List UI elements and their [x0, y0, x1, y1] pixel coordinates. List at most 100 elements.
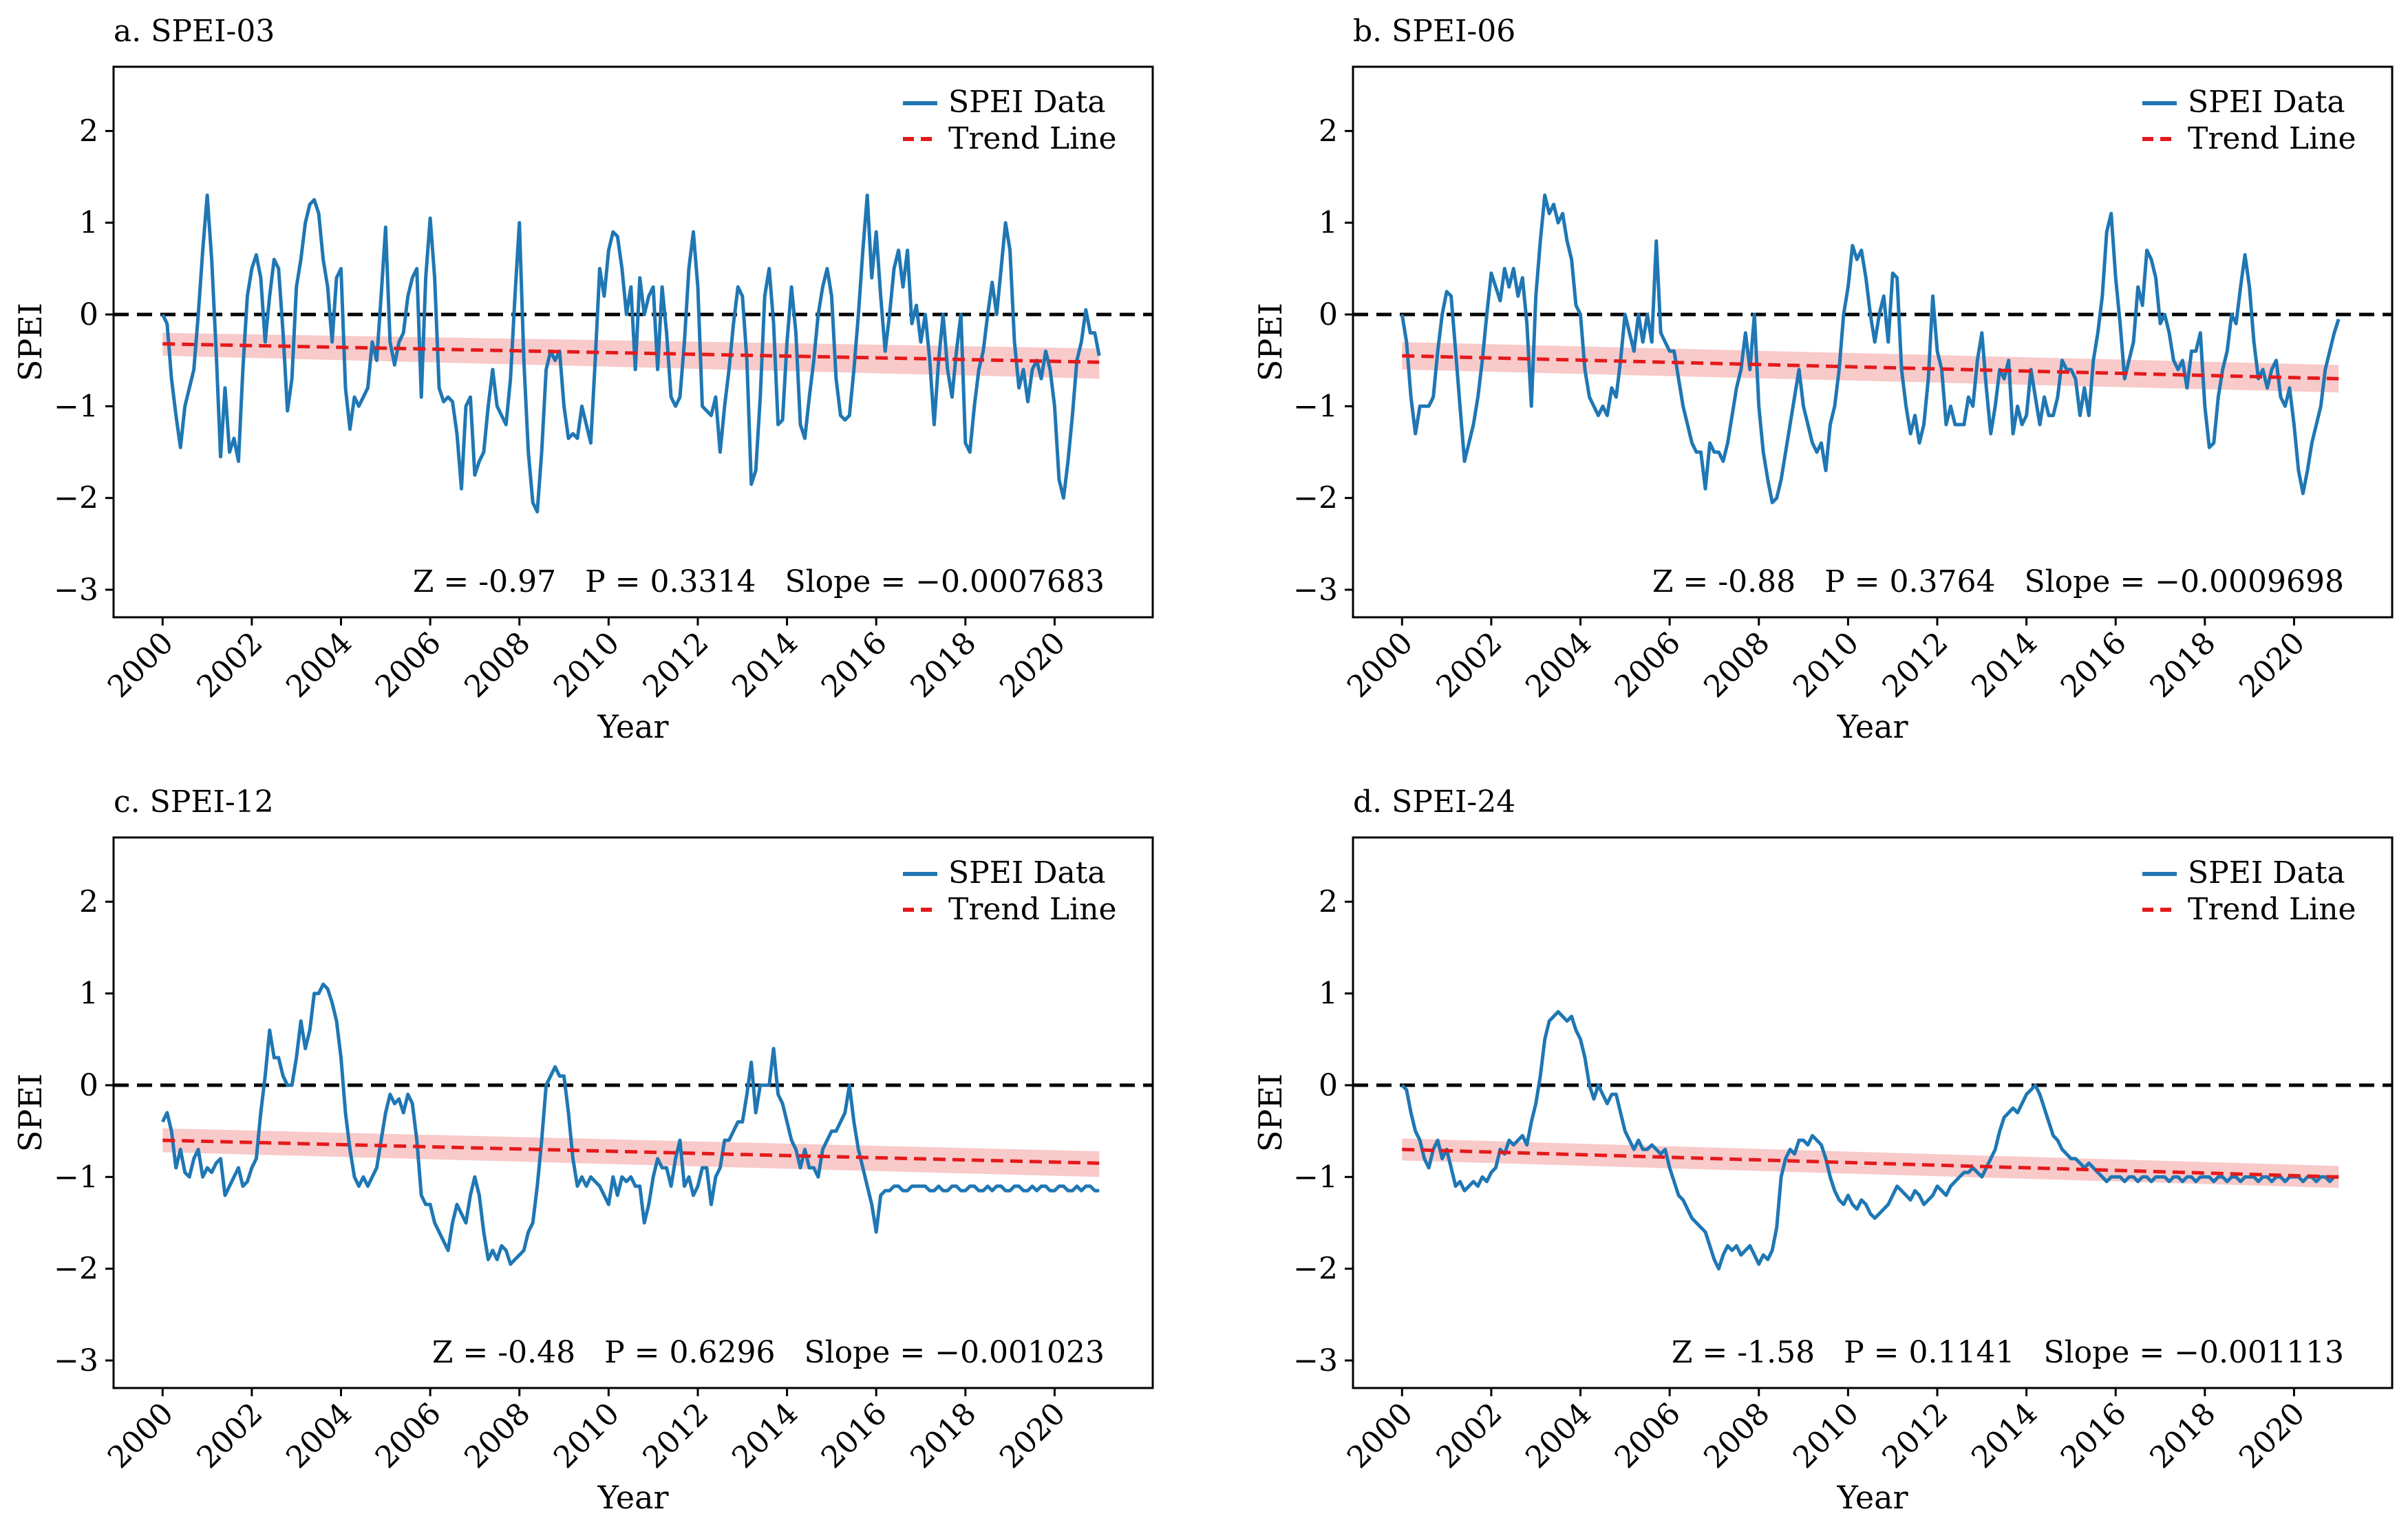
panel-b-y-axis-label: SPEI [1252, 303, 1289, 381]
panel-a-trend-line [162, 342, 1100, 364]
panel-b-frame [1352, 65, 2394, 619]
panel-a-ytick-label: −1 [54, 389, 98, 424]
panel-c-ytick-label: 0 [79, 1068, 98, 1103]
panel-a-xtick-label: 2004 [279, 626, 359, 705]
panel-a-xtick-label: 2002 [190, 626, 269, 705]
panel-d-stat-p: P = 0.1141 [1844, 1335, 2014, 1370]
panel-a-xtick-label: 2008 [458, 626, 537, 705]
panel-c-stats: Z = -0.48 P = 0.6296 Slope = −0.001023 [432, 1335, 1105, 1370]
panel-a-y-ticks: −3 −2 −1 0 1 2 [54, 114, 114, 608]
panel-c-ytick-label: 2 [79, 884, 98, 919]
panel-a-xtick-label: 2012 [637, 626, 716, 705]
panel-d-trend-series [1402, 1147, 2339, 1179]
panel-b-xtick-label: 2000 [1341, 626, 1420, 705]
panel-d-legend: SPEI Data Trend Line [2142, 855, 2356, 927]
panel-d-xtick-label: 2018 [2143, 1396, 2222, 1475]
panel-b-x-axis-label: Year [1836, 708, 1908, 745]
panel-b-ytick-label: 2 [1319, 114, 1338, 149]
panel-a-xtick-label: 2016 [815, 626, 894, 705]
panel-c-stat-slope: Slope = −0.001023 [804, 1335, 1105, 1370]
panel-d-x-axis-label: Year [1836, 1479, 1908, 1516]
panel-d-ytick-label: −3 [1293, 1343, 1338, 1378]
panel-d-ytick-label: −2 [1293, 1252, 1338, 1287]
panel-b-x-ticks: 2000 2002 2004 2006 2008 2010 2012 2014 2016 2018… [1341, 617, 2312, 705]
panel-b-stat-z: Z = -0.88 [1652, 564, 1796, 599]
panel-d-xtick-label: 2004 [1519, 1396, 1598, 1475]
panel-a-confidence-band [162, 332, 1100, 379]
panel-b-stats: Z = -0.88 P = 0.3764 Slope = −0.0009698 [1652, 564, 2344, 599]
panel-d-ytick-label: 2 [1319, 884, 1338, 919]
panel-a-spei-series [161, 193, 1101, 514]
panel-d-y-ticks: −3 −2 −1 0 1 2 [1293, 884, 1353, 1378]
panel-b-xtick-label: 2018 [2143, 626, 2222, 705]
panel-c-legend-trend-label: Trend Line [948, 892, 1117, 927]
panel-b-trend-series [1402, 354, 2339, 381]
panel-a-stat-slope: Slope = −0.0007683 [785, 564, 1105, 599]
panel-a: a. SPEI-03 −3 −2 −1 0 1 2 2000 2002 2004 2006 200… [12, 14, 1154, 745]
panel-c-frame [112, 836, 1154, 1389]
panel-c-spei-series [161, 982, 1100, 1266]
panel-a-spei-line [161, 193, 1101, 514]
panel-d-xtick-label: 2000 [1341, 1396, 1420, 1475]
panel-d-stats: Z = -1.58 P = 0.1141 Slope = −0.001113 [1672, 1335, 2344, 1370]
panel-a-stats: Z = -0.97 P = 0.3314 Slope = −0.0007683 [413, 564, 1105, 599]
panel-d-ytick-label: 1 [1319, 976, 1338, 1012]
panel-c-trend-series [162, 1138, 1100, 1165]
panel-c-xtick-label: 2020 [993, 1396, 1072, 1475]
panel-d-xtick-label: 2020 [2233, 1396, 2312, 1475]
panel-a-x-axis-label: Year [597, 708, 668, 745]
panel-b-xtick-label: 2010 [1787, 626, 1866, 705]
panel-b-xtick-label: 2014 [1965, 626, 2044, 705]
panel-b-stat-slope: Slope = −0.0009698 [2024, 564, 2344, 599]
panel-c-ytick-label: −2 [54, 1252, 98, 1287]
panel-b-legend: SPEI Data Trend Line [2142, 85, 2356, 156]
panel-c-x-axis-label: Year [597, 1479, 668, 1516]
panel-a-legend: SPEI Data Trend Line [903, 85, 1117, 156]
panel-b-trend-line [1402, 354, 2339, 381]
panel-d-xtick-label: 2002 [1429, 1396, 1509, 1475]
panel-c-ytick-label: −1 [54, 1160, 98, 1195]
panel-b-xtick-label: 2012 [1876, 626, 1955, 705]
panel-a-ytick-label: 0 [79, 297, 98, 332]
panel-d-ytick-label: 0 [1319, 1068, 1338, 1103]
panel-d-xtick-label: 2014 [1965, 1396, 2044, 1475]
panel-c-spei-line [161, 982, 1100, 1266]
panel-d-stat-slope: Slope = −0.001113 [2043, 1335, 2344, 1370]
panel-d-frame [1352, 836, 2394, 1389]
panel-c-xtick-label: 2012 [637, 1396, 716, 1475]
panel-d-legend-trend-label: Trend Line [2188, 892, 2356, 927]
panel-c-xtick-label: 2010 [547, 1396, 626, 1475]
panel-c-y-ticks: −3 −2 −1 0 1 2 [54, 884, 114, 1378]
panel-a-legend-data-label: SPEI Data [948, 85, 1106, 120]
panel-b-title: b. SPEI-06 [1353, 14, 1515, 49]
panel-d-xtick-label: 2006 [1608, 1396, 1687, 1475]
panel-b-spei-line [1400, 193, 2341, 504]
panel-a-ytick-label: −2 [54, 481, 98, 516]
panel-b-legend-trend-label: Trend Line [2188, 121, 2356, 156]
panel-b-y-ticks: −3 −2 −1 0 1 2 [1293, 114, 1353, 608]
panel-d-trend-line [1402, 1147, 2339, 1179]
panel-a-legend-trend-label: Trend Line [948, 121, 1117, 156]
panel-b-ytick-label: −2 [1293, 481, 1338, 516]
panel-b-ytick-label: −3 [1293, 573, 1338, 608]
panel-a-frame [112, 65, 1154, 619]
panel-b-legend-data-label: SPEI Data [2188, 85, 2345, 120]
panel-d-spei-line [1400, 1010, 2339, 1271]
panel-d-spei-series [1400, 1010, 2339, 1271]
panel-a-stat-p: P = 0.3314 [585, 564, 756, 599]
panel-c-ytick-label: −3 [54, 1343, 98, 1378]
panel-c-stat-z: Z = -0.48 [432, 1335, 575, 1370]
panel-a-trend-band [162, 332, 1100, 379]
panel-c-xtick-label: 2004 [279, 1396, 359, 1475]
panel-d-x-ticks: 2000 2002 2004 2006 2008 2010 2012 2014 2016 2018… [1341, 1388, 2312, 1475]
panel-a-x-ticks: 2000 2002 2004 2006 2008 2010 2012 2014 2016 2018… [101, 617, 1072, 705]
panel-b-xtick-label: 2002 [1429, 626, 1509, 705]
panel-c-xtick-label: 2006 [369, 1396, 448, 1475]
panel-c-title: c. SPEI-12 [114, 784, 274, 820]
panel-c-legend-data-label: SPEI Data [948, 855, 1106, 890]
panel-b-xtick-label: 2004 [1519, 626, 1598, 705]
panel-b-ytick-label: 1 [1319, 206, 1338, 241]
panel-a-xtick-label: 2014 [725, 626, 805, 705]
panel-a-ytick-label: 1 [79, 206, 98, 241]
